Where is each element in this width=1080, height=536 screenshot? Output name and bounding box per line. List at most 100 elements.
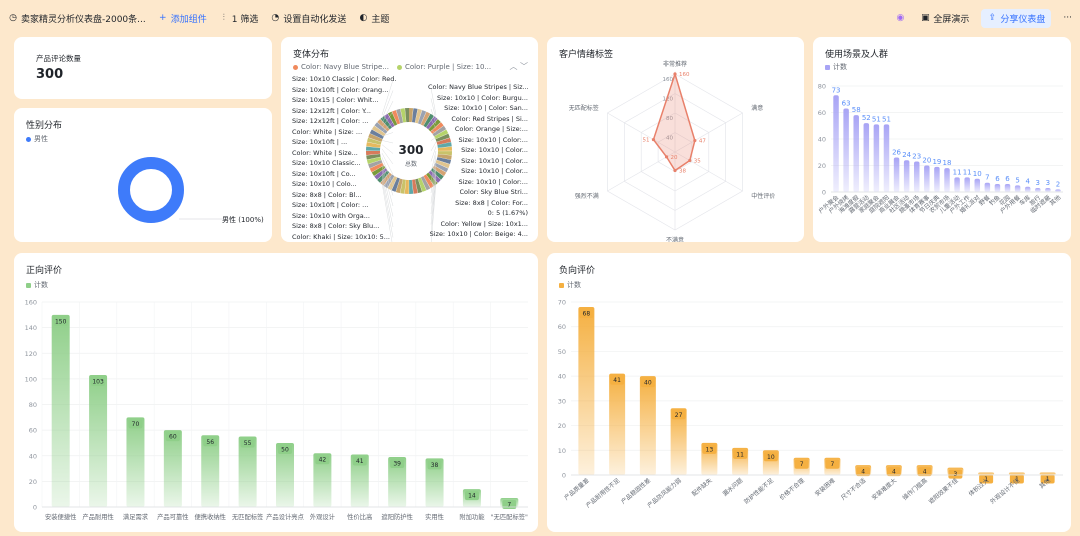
x-tick-label: 外观设计 (310, 512, 336, 521)
data-label: 5 (1015, 176, 1019, 184)
data-label-bg (203, 437, 218, 447)
more-button[interactable]: ··· (1063, 13, 1072, 23)
donut-center-value: 300 (398, 143, 424, 157)
donut-ring (118, 157, 184, 223)
bar (978, 472, 995, 475)
theme-button[interactable]: ◐ 主题 (359, 13, 390, 25)
card-title: 使用场景及人群 (825, 50, 889, 60)
bar (863, 123, 870, 192)
data-label-bg (91, 377, 106, 387)
data-label: 11 (953, 168, 962, 176)
positive-card[interactable]: 正向评价 计数 160 140 120 100 80 60 40 20 0 150 安装便捷性 103… (14, 253, 538, 532)
usage-card[interactable]: 使用场景及人群 计数 80 60 40 20 0 73 户外聚会 63 户外烧烤 58 海滩度假 52… (813, 37, 1071, 242)
data-label: 42 (319, 457, 327, 464)
label-leader (381, 148, 394, 165)
donut-slice-label: Size: 12x12ft | Color: Y... (292, 106, 371, 115)
bar (1024, 186, 1031, 192)
x-tick-label: 漏水问题 (721, 476, 745, 498)
x-tick-label: "无匹配标签" (491, 512, 528, 521)
data-label-bg (671, 410, 686, 420)
donut-slice-label: Size: 10x10 | Color... (461, 167, 528, 175)
bar (873, 124, 880, 192)
gender-card[interactable]: 性别分布 男性 男性 (100%) (14, 108, 272, 242)
ai-button[interactable]: ◉ (895, 13, 908, 23)
donut-slice-label: Size: 10x10 | Color: San... (444, 104, 528, 112)
data-label: 19 (932, 158, 941, 166)
auto-send-button[interactable]: ◔ 设置自动化发送 (271, 13, 347, 25)
label-leader (381, 178, 394, 238)
y-tick-label: 30 (558, 397, 566, 405)
donut-slice-label: Size: 10x10 | Color: Beige: 4... (429, 230, 528, 238)
data-label: 38 (431, 462, 439, 469)
x-tick-label: 产品质量差 (563, 476, 591, 501)
filter-button[interactable]: ⫶ 1 筛选 (219, 12, 259, 25)
radar-axis-label: 中性评价 (751, 192, 775, 200)
bar (893, 157, 900, 192)
x-tick-label: 安装困难 (813, 476, 837, 498)
legend: Color: Navy Blue Stripe... Color: Purple… (293, 63, 491, 71)
data-label: 56 (206, 439, 214, 446)
data-label: 68 (583, 310, 591, 317)
clock-icon: ◷ (9, 13, 17, 23)
dashboard-title[interactable]: ◷ 卖家精灵分析仪表盘-2000条... (9, 13, 146, 25)
bar (350, 454, 369, 507)
data-label-bg (640, 378, 655, 388)
bar (126, 417, 145, 507)
bar (276, 442, 294, 507)
label-leader (381, 170, 394, 217)
share-dashboard-button[interactable]: ⇪ 分享仪表盘 (981, 8, 1052, 28)
x-tick-label: 尺寸不合适 (839, 476, 867, 501)
add-component-button[interactable]: + 添加组件 (158, 13, 207, 25)
data-label-bg (1040, 474, 1055, 484)
x-tick-label: 性价比高 (347, 512, 372, 521)
data-label-bg (825, 459, 840, 469)
data-label: 11 (963, 168, 972, 176)
bar (609, 373, 626, 475)
donut-slice-label: Color: White | Size: 10x10: 5 (1... (428, 241, 528, 243)
card-title: 性别分布 (26, 121, 63, 131)
donut-slice-label: Size: 10x10ft | ... (292, 138, 348, 146)
data-label: 1 (1015, 476, 1019, 483)
data-label: 24 (902, 151, 911, 159)
variant-donut (366, 79, 452, 242)
x-tick-label: 价格不合理 (778, 476, 806, 501)
donut-slice-label: Color: Yellow | Size: 10x1... (440, 219, 529, 228)
data-label-bg (579, 308, 594, 318)
data-label-bg (464, 491, 479, 501)
bar (833, 95, 839, 192)
emotion-card[interactable]: 客户情绪标签 非常推荐 满意 中性评价 不满意 强烈不满 无匹配标签 160 120 80 40 1… (547, 37, 804, 242)
data-label: 52 (862, 114, 871, 122)
negative-card[interactable]: 负向评价 计数 70 60 50 40 30 20 10 0 68 产品质量差 41 产品耐用性不足 4… (547, 253, 1071, 532)
label-leader (430, 159, 437, 194)
label-leader (430, 177, 437, 236)
donut-slice-label: Color: Red Stripes | Si... (451, 114, 528, 123)
x-tick-label: 操作门槛高 (901, 476, 929, 501)
card-title: 变体分布 (293, 50, 330, 60)
legend-dot (825, 64, 830, 70)
data-label: 11 (736, 451, 744, 458)
data-label-bg (53, 316, 68, 326)
bar (1014, 185, 1021, 192)
bar (578, 306, 595, 475)
bar (984, 182, 991, 192)
radar-axis-label: 满意 (751, 104, 763, 112)
radar-point (673, 72, 677, 76)
bar (89, 375, 108, 507)
bar (944, 168, 950, 192)
data-label: 1 (984, 476, 988, 483)
label-leader (430, 168, 437, 215)
y-tick-label: 40 (818, 136, 826, 144)
data-label-bg (240, 438, 255, 448)
radar-axis-label: 强烈不满 (575, 192, 599, 200)
bar (639, 376, 656, 475)
legend-pager[interactable]: ︿ ﹀ (509, 62, 528, 71)
y-tick-label: 0 (822, 189, 826, 197)
fullscreen-button[interactable]: ▣ 全屏演示 (921, 13, 970, 25)
label-leader (430, 108, 437, 125)
data-label: 6 (995, 175, 1000, 183)
variant-card[interactable]: 变体分布 Color: Navy Blue Stripe... Color: P… (281, 37, 538, 242)
metric-card[interactable]: 产品评论数量 300 (14, 37, 272, 99)
bar (670, 408, 687, 475)
usage-bar-chart: 80604020073户外聚会63户外烧烤58海滩度假52露营活动51家庭聚会5… (817, 83, 1063, 215)
